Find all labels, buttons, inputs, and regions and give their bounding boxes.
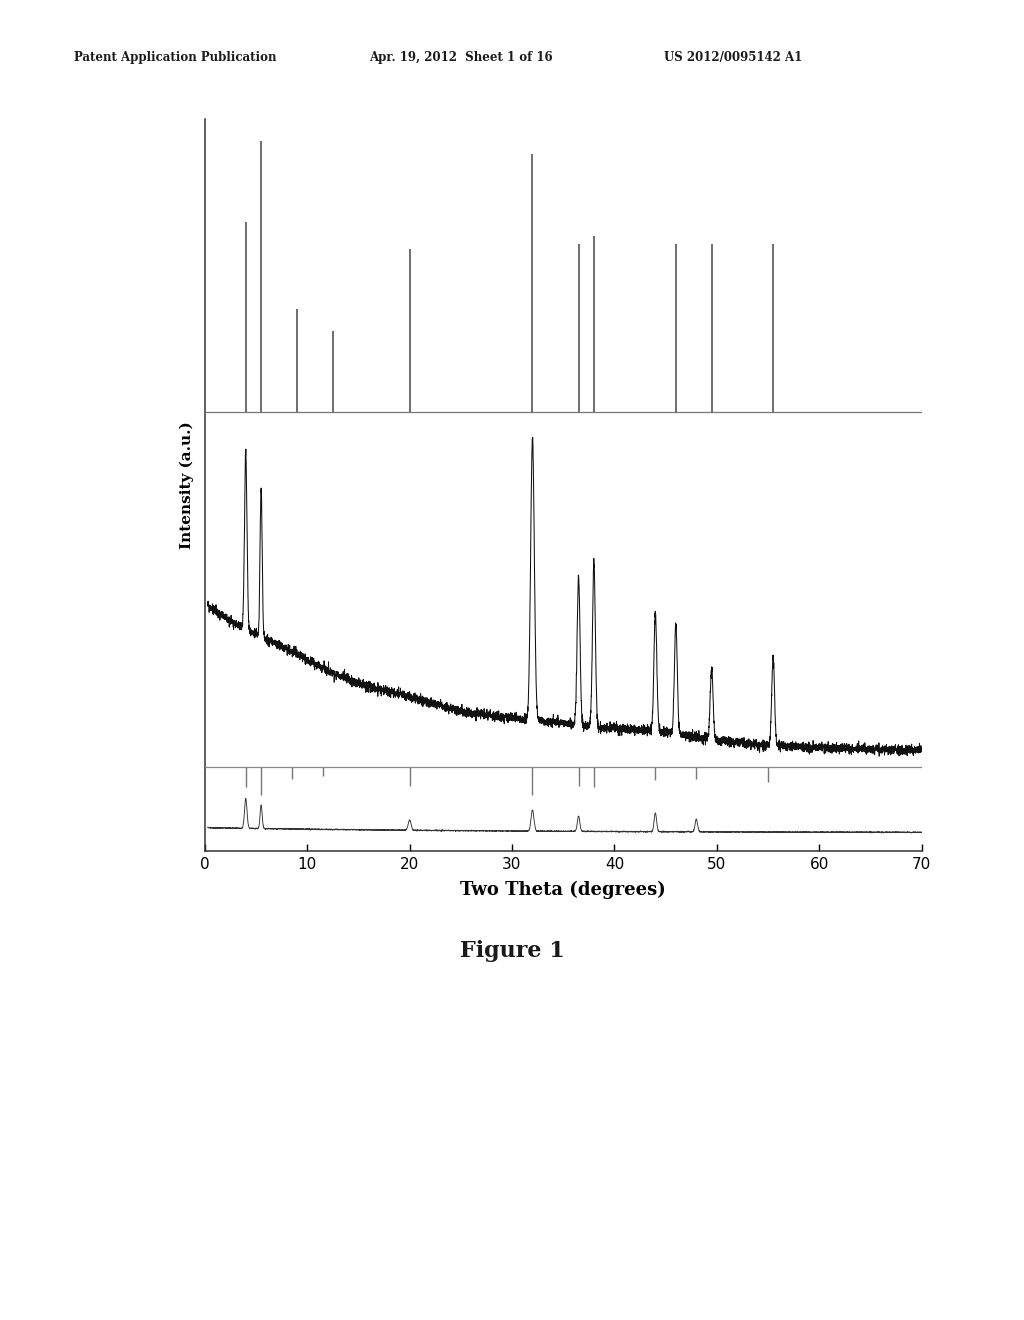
X-axis label: Two Theta (degrees): Two Theta (degrees) bbox=[461, 880, 666, 899]
Text: Figure 1: Figure 1 bbox=[460, 940, 564, 962]
Text: US 2012/0095142 A1: US 2012/0095142 A1 bbox=[664, 50, 802, 63]
Text: Apr. 19, 2012  Sheet 1 of 16: Apr. 19, 2012 Sheet 1 of 16 bbox=[369, 50, 552, 63]
Y-axis label: Intensity (a.u.): Intensity (a.u.) bbox=[179, 421, 194, 549]
Text: Patent Application Publication: Patent Application Publication bbox=[74, 50, 276, 63]
